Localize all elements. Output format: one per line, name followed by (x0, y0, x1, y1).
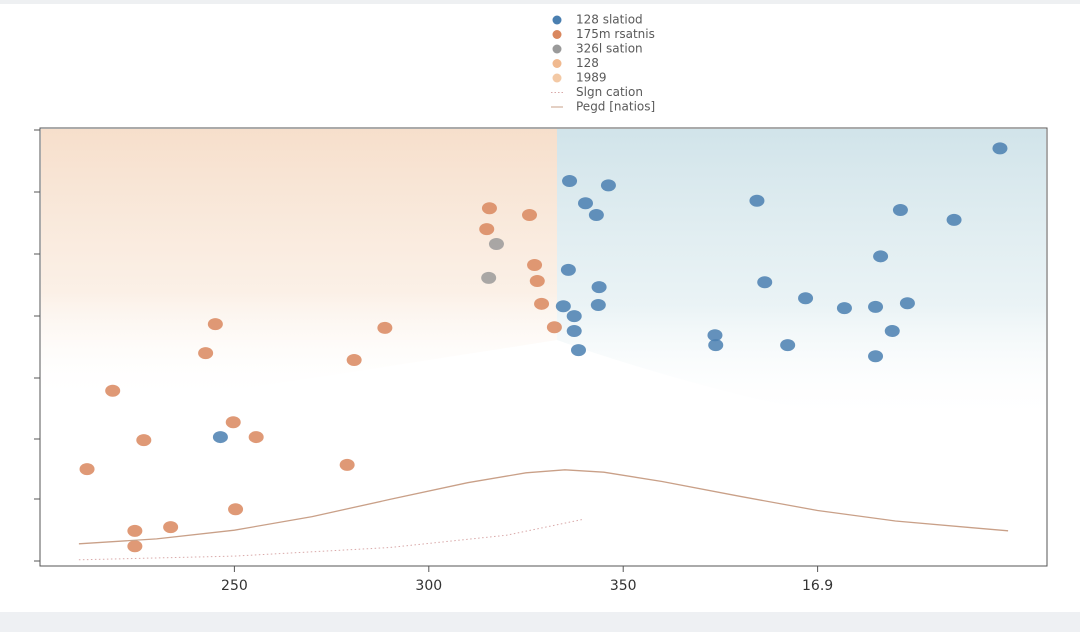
scatter-point (212, 431, 228, 444)
scatter-point (481, 202, 497, 215)
x-tick-label: 350 (610, 578, 637, 594)
scatter-point (481, 271, 497, 284)
scatter-point (946, 213, 962, 226)
scatter-point (588, 208, 604, 221)
legend-marker (552, 15, 562, 25)
scatter-point (555, 300, 571, 313)
scatter-point (127, 524, 143, 537)
scatter-point (566, 324, 582, 337)
scatter-point (225, 416, 241, 429)
scatter-point (577, 197, 593, 210)
scatter-point (377, 321, 393, 334)
y-axis-marks (34, 129, 40, 562)
scatter-point (707, 329, 723, 342)
scatter-point (780, 339, 796, 352)
scatter-point (105, 384, 121, 397)
scatter-point (529, 274, 545, 287)
scatter-point (527, 258, 543, 271)
legend-label: 175m rsatnis (576, 27, 655, 41)
legend-label: 1989 (576, 71, 607, 85)
legend-label: 128 (576, 56, 599, 70)
x-tick-label: 300 (415, 578, 442, 594)
legend-marker (552, 44, 562, 54)
scatter-point (163, 521, 179, 534)
scatter-point (884, 324, 900, 337)
legend-label: Slgn cation (576, 85, 643, 99)
scatter-point (488, 237, 504, 250)
scatter-point (546, 321, 562, 334)
scatter-point (79, 463, 95, 476)
legend-marker (552, 30, 562, 39)
scatter-point (992, 142, 1008, 155)
scatter-point (346, 353, 362, 366)
scatter-point (339, 458, 355, 471)
scatter-point (522, 208, 538, 221)
scatter-point (590, 299, 606, 312)
plot-frame (39, 127, 1048, 567)
density-line (78, 469, 1009, 545)
scatter-point (873, 250, 889, 263)
texture-right (557, 129, 1046, 423)
scatter-point (198, 347, 214, 360)
scatter-point (600, 179, 616, 192)
legend-label: 128 slatiod (576, 13, 643, 27)
scatter-point (868, 300, 884, 313)
scatter-point (566, 310, 582, 323)
bottom-band (0, 612, 1080, 632)
scatter-point (534, 297, 550, 310)
scatter-point (570, 344, 586, 357)
scatter-point (207, 318, 223, 331)
scatter-point (136, 434, 152, 447)
scatter-point (798, 292, 814, 305)
legend-label: Pegd [natios] (576, 100, 655, 114)
scatter-point (757, 276, 773, 289)
scatter-point (479, 223, 495, 236)
legend-marker (552, 59, 562, 68)
x-tick-label: 250 (221, 578, 248, 594)
legend-label: 326l sation (576, 42, 643, 56)
scatter-point (228, 503, 244, 516)
scatter-point (749, 194, 765, 207)
scatter-point (868, 350, 884, 363)
scatter-point (899, 297, 915, 310)
x-tick-label: 16.9 (802, 578, 833, 594)
scatter-point (892, 204, 908, 217)
top-band (0, 0, 1080, 4)
legend-marker (552, 73, 562, 83)
scatter-point (560, 263, 576, 276)
scatter-point (708, 339, 724, 352)
scatter-point (836, 302, 852, 315)
scatter-point (562, 175, 578, 188)
texture-left (41, 129, 557, 401)
scatter-point (248, 431, 264, 444)
scatter-point (127, 540, 143, 553)
scatter-point (591, 281, 607, 294)
